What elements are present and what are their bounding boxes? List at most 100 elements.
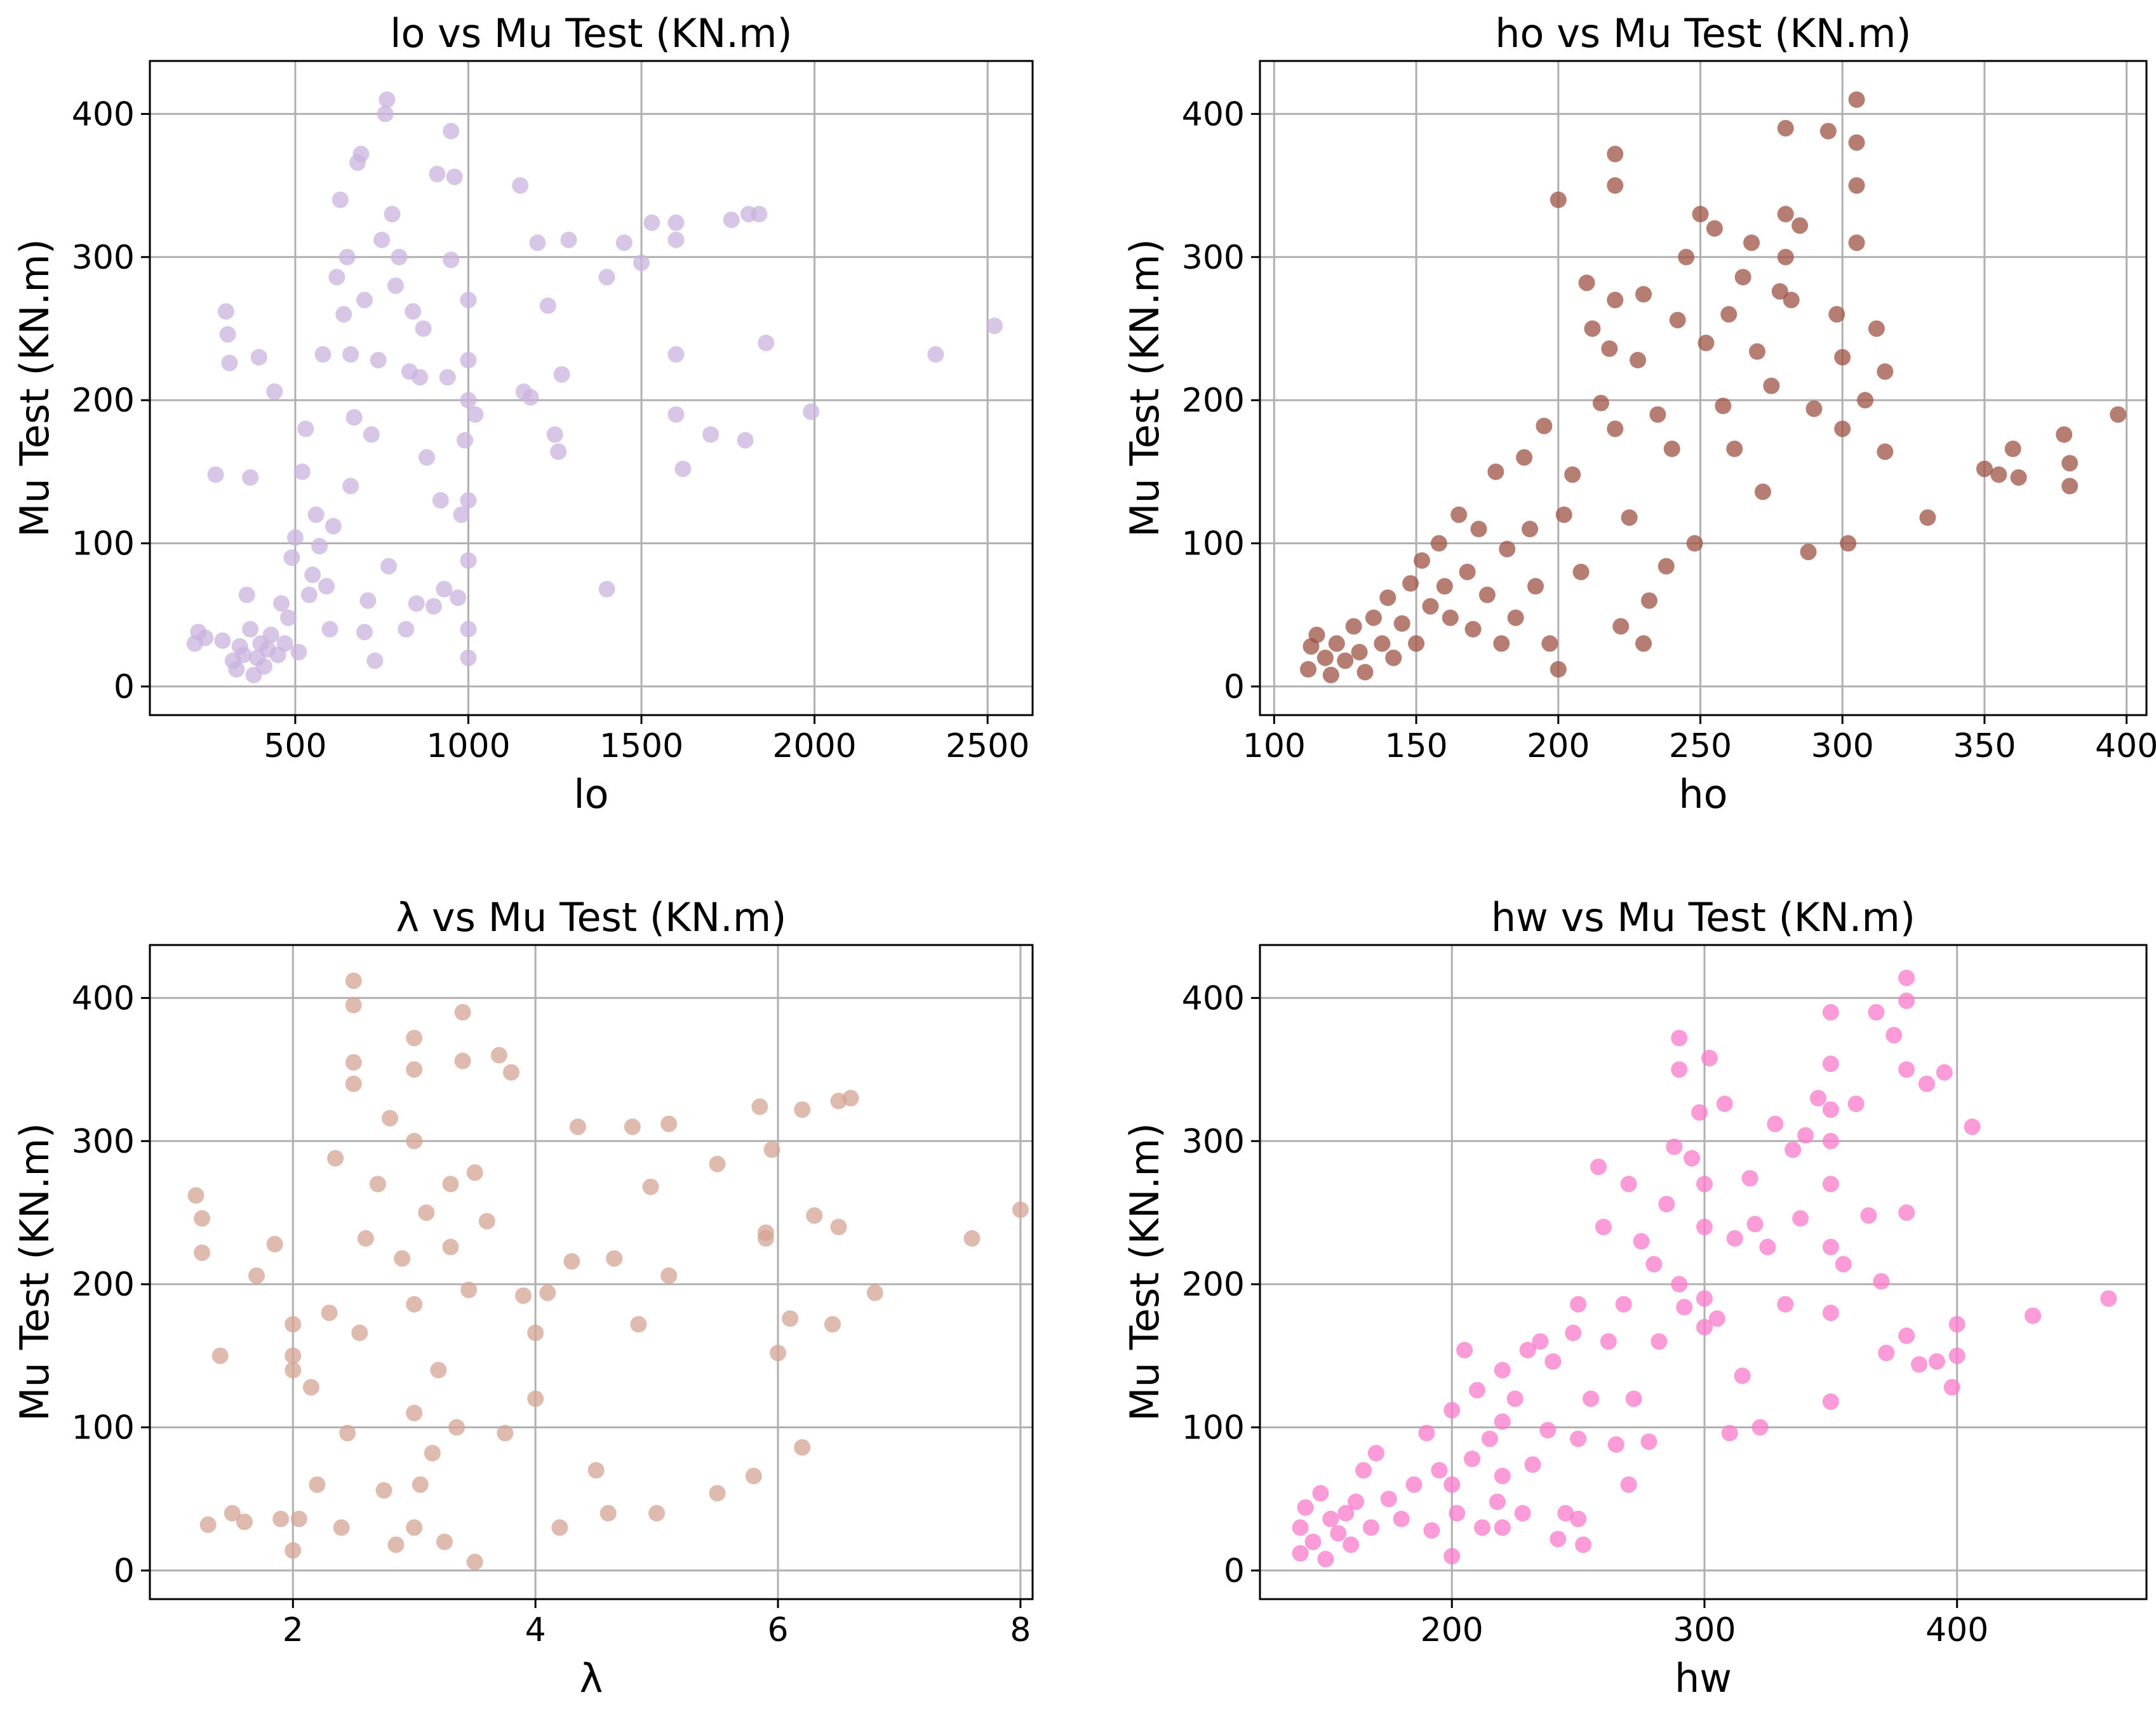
grid-lines bbox=[150, 945, 1033, 1599]
data-point bbox=[1767, 1115, 1784, 1132]
data-point bbox=[370, 352, 387, 369]
data-point bbox=[1595, 1219, 1612, 1236]
subplot-hw-vs-mu: 200 300 400 0 100 200 300 400 hw vs Mu Test (KN… bbox=[1122, 894, 2148, 1701]
data-point bbox=[1835, 1256, 1852, 1273]
data-point bbox=[391, 248, 408, 265]
data-point bbox=[1791, 217, 1809, 234]
data-point bbox=[1822, 1132, 1839, 1149]
plot-frame bbox=[149, 944, 1034, 1600]
data-point bbox=[1848, 177, 1865, 194]
data-point bbox=[1493, 635, 1510, 652]
data-point bbox=[328, 269, 345, 286]
y-axis-label: Mu Test (KN.m) bbox=[11, 239, 58, 537]
data-point bbox=[1885, 1026, 1903, 1043]
data-point bbox=[478, 1212, 495, 1230]
data-point bbox=[429, 166, 446, 183]
data-point bbox=[460, 552, 477, 569]
data-point bbox=[1633, 1233, 1650, 1250]
data-point bbox=[1380, 1491, 1397, 1508]
data-point bbox=[1481, 1430, 1498, 1447]
y-tick-label: 100 bbox=[1182, 1409, 1245, 1447]
data-point bbox=[737, 432, 754, 449]
data-point bbox=[615, 234, 633, 251]
x-tick-label: 4 bbox=[525, 1611, 546, 1649]
data-point bbox=[1473, 1519, 1490, 1536]
data-point bbox=[745, 1468, 762, 1485]
data-point bbox=[1822, 1238, 1839, 1256]
data-point bbox=[1777, 206, 1794, 223]
data-point bbox=[1746, 1216, 1764, 1233]
data-point bbox=[553, 366, 570, 383]
x-tick-label: 150 bbox=[1384, 727, 1447, 765]
data-point bbox=[366, 652, 384, 669]
data-point bbox=[490, 1047, 507, 1064]
data-point bbox=[1459, 563, 1476, 580]
data-point bbox=[1514, 1505, 1531, 1522]
data-point bbox=[751, 1098, 768, 1115]
data-point bbox=[1743, 234, 1760, 251]
data-point bbox=[1666, 1138, 1683, 1155]
data-point bbox=[1402, 575, 1419, 592]
data-point bbox=[803, 403, 820, 420]
data-point bbox=[398, 620, 415, 638]
data-point bbox=[1430, 535, 1447, 552]
data-point bbox=[1499, 540, 1516, 558]
data-point bbox=[1450, 506, 1468, 523]
data-point bbox=[1784, 1141, 1802, 1158]
data-point bbox=[436, 1533, 453, 1550]
data-point bbox=[1919, 509, 1936, 526]
data-point bbox=[363, 426, 380, 443]
data-point bbox=[318, 578, 335, 595]
data-point bbox=[1686, 535, 1703, 552]
data-point bbox=[1911, 1356, 1928, 1373]
data-point bbox=[406, 1061, 423, 1078]
data-point bbox=[466, 1553, 483, 1571]
data-point bbox=[460, 492, 477, 509]
data-point bbox=[250, 349, 267, 366]
data-point bbox=[1741, 1170, 1758, 1187]
data-point bbox=[460, 1282, 478, 1299]
data-point bbox=[1964, 1118, 1981, 1136]
data-point bbox=[424, 1445, 441, 1462]
data-point bbox=[1873, 1273, 1890, 1290]
data-point bbox=[1590, 1158, 1607, 1176]
data-point bbox=[1570, 1430, 1587, 1447]
data-point bbox=[293, 463, 311, 480]
subplot-title: hw vs Mu Test (KN.m) bbox=[1491, 894, 1915, 941]
data-point bbox=[415, 320, 432, 337]
data-point bbox=[255, 658, 272, 675]
data-point bbox=[321, 620, 338, 638]
data-point bbox=[1527, 578, 1544, 595]
data-point bbox=[1308, 626, 1325, 643]
data-point bbox=[1522, 521, 1539, 538]
data-point bbox=[342, 346, 359, 363]
data-point bbox=[460, 620, 477, 638]
data-point bbox=[633, 254, 650, 271]
data-point bbox=[1469, 1381, 1486, 1398]
data-point bbox=[345, 1075, 362, 1092]
data-point bbox=[454, 1052, 471, 1069]
data-point bbox=[194, 1244, 211, 1261]
data-point bbox=[248, 1267, 265, 1284]
x-tick-label: 100 bbox=[1243, 727, 1306, 765]
data-point bbox=[1697, 335, 1715, 352]
data-point bbox=[1348, 1493, 1365, 1510]
data-point bbox=[515, 1287, 532, 1304]
y-tick-label: 300 bbox=[1182, 1123, 1245, 1161]
data-point bbox=[2010, 469, 2027, 486]
data-point bbox=[1936, 1064, 1953, 1081]
data-point bbox=[235, 647, 252, 664]
data-point bbox=[280, 609, 297, 626]
data-point bbox=[1555, 506, 1572, 523]
data-point bbox=[1328, 635, 1345, 652]
data-point bbox=[460, 649, 477, 666]
data-point bbox=[290, 1510, 307, 1527]
x-tick-label: 500 bbox=[264, 727, 326, 765]
data-point bbox=[460, 292, 477, 309]
data-point bbox=[439, 369, 456, 386]
data-point bbox=[1878, 1344, 1895, 1362]
data-point bbox=[1494, 1413, 1511, 1430]
data-point bbox=[1012, 1201, 1029, 1218]
data-point bbox=[606, 1250, 623, 1267]
